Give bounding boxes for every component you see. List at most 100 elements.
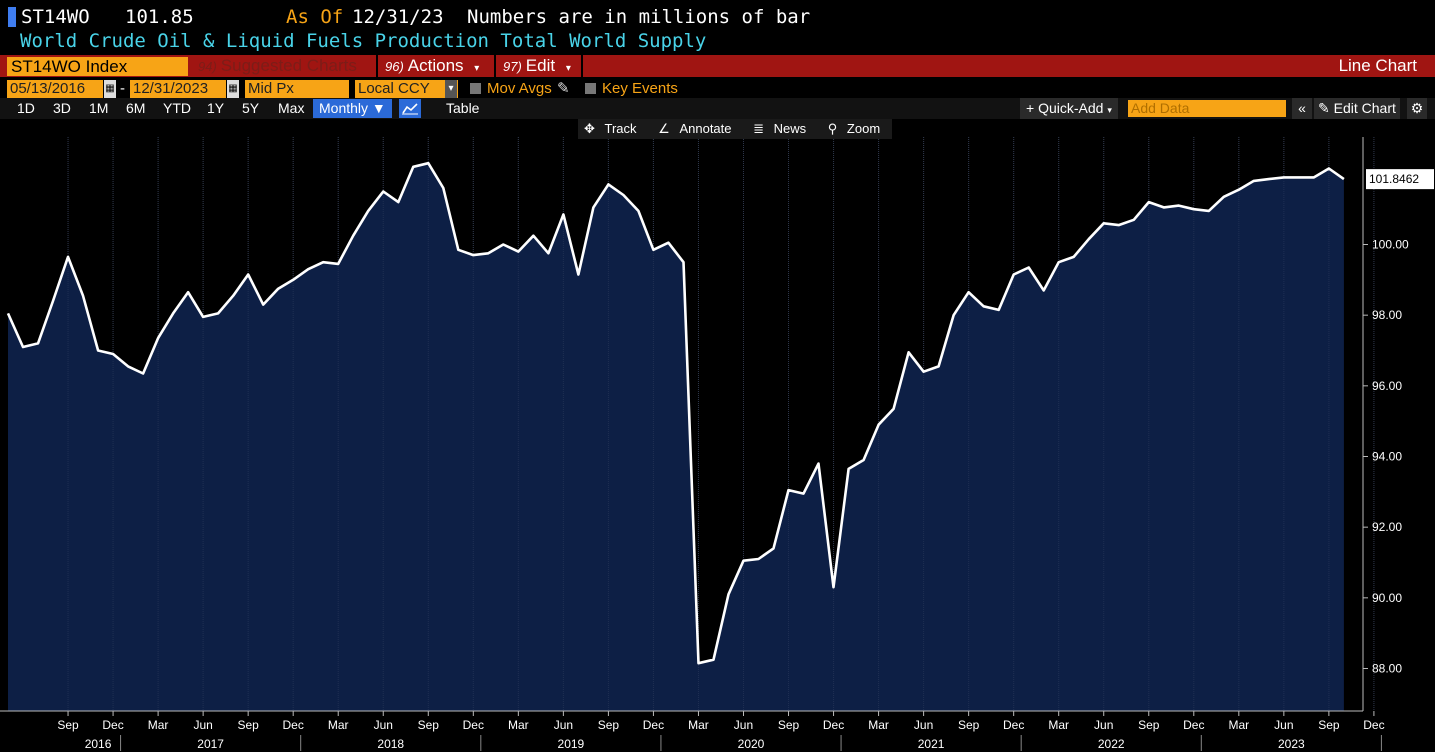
news-tool[interactable]: ≣ News	[753, 121, 807, 136]
news-label: News	[773, 121, 807, 136]
x-year-label: 2020	[738, 737, 765, 751]
x-tick-label: Mar	[328, 718, 349, 732]
ticker-symbol: ST14WO	[21, 6, 90, 28]
suggested-charts-button[interactable]: 94) Suggested Charts	[198, 55, 357, 77]
actions-menu-button[interactable]: 96) Actions ▾	[385, 55, 479, 77]
edit-number: 97)	[503, 59, 522, 74]
x-tick-label: Dec	[1363, 718, 1384, 732]
x-tick-label: Mar	[148, 718, 169, 732]
x-tick-label: Sep	[778, 718, 800, 732]
x-year-label: 2018	[377, 737, 404, 751]
x-tick-label: Sep	[598, 718, 620, 732]
divider	[376, 55, 378, 77]
period-6m[interactable]: 6M	[126, 100, 146, 116]
chevron-down-icon: ▾	[474, 63, 480, 74]
start-date-input[interactable]: 05/13/2016	[7, 80, 103, 98]
frequency-label: Monthly	[319, 100, 369, 116]
security-description: World Crude Oil & Liquid Fuels Productio…	[20, 30, 707, 52]
security-input[interactable]: ST14WO Index	[7, 57, 188, 76]
x-tick-label: Sep	[418, 718, 440, 732]
x-tick-label: Dec	[283, 718, 304, 732]
x-tick-label: Dec	[463, 718, 484, 732]
collapse-icon[interactable]: «	[1292, 98, 1312, 119]
period-1d[interactable]: 1D	[17, 100, 35, 116]
y-tick-label: 96.00	[1372, 379, 1402, 393]
suggested-charts-label: Suggested Charts	[220, 56, 357, 75]
units-note: Numbers are in millions of bar	[467, 6, 811, 28]
x-tick-label: Jun	[554, 718, 573, 732]
x-tick-label: Sep	[57, 718, 79, 732]
as-of-label: As Of	[286, 6, 344, 28]
series-line	[6, 161, 1345, 665]
annotate-label: Annotate	[679, 121, 732, 136]
quick-add-button[interactable]: + Quick-Add ▾	[1020, 98, 1118, 119]
x-year-label: 2023	[1278, 737, 1305, 751]
y-tick-label: 94.00	[1372, 450, 1402, 464]
period-max[interactable]: Max	[278, 100, 305, 116]
edit-menu-button[interactable]: 97) Edit ▾	[503, 55, 571, 77]
x-tick-label: Jun	[193, 718, 212, 732]
x-year-label: 2019	[558, 737, 585, 751]
period-5y[interactable]: 5Y	[242, 100, 260, 116]
period-1y[interactable]: 1Y	[207, 100, 225, 116]
chevron-down-icon[interactable]: ▾	[445, 80, 457, 98]
add-data-input[interactable]: Add Data	[1128, 100, 1286, 117]
x-tick-label: Mar	[868, 718, 889, 732]
chart-tools-bar: ✥ Track ∠ Annotate ≣ News ⚲ Zoom	[578, 119, 893, 139]
currency-select[interactable]: Local CCY	[355, 80, 458, 98]
zoom-tool[interactable]: ⚲ Zoom	[827, 121, 881, 136]
x-tick-label: Dec	[102, 718, 123, 732]
y-tick-label: 100.00	[1372, 238, 1409, 252]
pencil-icon[interactable]: ✎	[557, 80, 570, 97]
y-tick-label: 92.00	[1372, 520, 1402, 534]
frequency-select[interactable]: Monthly ▼	[313, 99, 392, 118]
table-view-button[interactable]: Table	[446, 100, 480, 116]
edit-chart-label: Edit Chart	[1333, 100, 1396, 116]
pencil-icon: ✎	[1318, 100, 1330, 116]
end-date-input[interactable]: 12/31/2023	[130, 80, 226, 98]
actions-number: 96)	[385, 59, 404, 74]
x-tick-label: Sep	[1318, 718, 1340, 732]
x-tick-label: Sep	[237, 718, 259, 732]
x-year-label: 2017	[197, 737, 224, 751]
annotate-tool[interactable]: ∠ Annotate	[658, 121, 732, 136]
period-1m[interactable]: 1M	[89, 100, 109, 116]
calendar-icon[interactable]: ▦	[227, 80, 239, 98]
chart-type-label: Line Chart	[1338, 56, 1417, 75]
x-tick-label: Mar	[1228, 718, 1249, 732]
y-tick-label: 90.00	[1372, 591, 1402, 605]
calendar-icon[interactable]: ▦	[104, 80, 116, 98]
edit-label: Edit	[525, 56, 556, 75]
x-tick-label: Sep	[1138, 718, 1160, 732]
period-3d[interactable]: 3D	[53, 100, 71, 116]
x-tick-label: Jun	[1274, 718, 1293, 732]
key-events-checkbox[interactable]	[585, 83, 596, 94]
period-toolbar: 1D 3D 1M 6M YTD 1Y 5Y Max Monthly ▼ Tabl…	[0, 98, 1435, 119]
track-tool[interactable]: ✥ Track	[584, 121, 637, 136]
price-field-select[interactable]: Mid Px	[245, 80, 349, 98]
mov-avgs-label: Mov Avgs	[487, 80, 552, 97]
chevron-down-icon: ▾	[565, 63, 571, 74]
actions-label: Actions	[407, 56, 464, 75]
line-chart-icon[interactable]	[399, 99, 421, 118]
x-tick-label: Dec	[1003, 718, 1024, 732]
chart-fields-row: 05/13/2016 ▦ - 12/31/2023 ▦ Mid Px Local…	[0, 79, 1435, 99]
divider	[581, 55, 583, 77]
plus-icon: +	[1026, 100, 1035, 116]
x-tick-label: Dec	[1183, 718, 1204, 732]
x-tick-label: Mar	[688, 718, 709, 732]
track-label: Track	[604, 121, 637, 136]
line-chart[interactable]: 88.00 90.00 92.00 94.00 96.00 98.00 100.00 101.…	[0, 119, 1435, 752]
edit-chart-button[interactable]: ✎ Edit Chart	[1314, 98, 1400, 119]
x-tick-label: Sep	[958, 718, 980, 732]
mov-avgs-checkbox[interactable]	[470, 83, 481, 94]
period-ytd[interactable]: YTD	[163, 100, 191, 116]
x-tick-label: Mar	[1048, 718, 1069, 732]
x-tick-label: Jun	[1094, 718, 1113, 732]
x-tick-label: Jun	[914, 718, 933, 732]
y-tick-label: 88.00	[1372, 662, 1402, 676]
caret-down-icon: ▼	[371, 100, 386, 116]
gear-icon[interactable]: ⚙	[1407, 98, 1427, 119]
security-marker	[8, 7, 16, 27]
x-year-label: 2021	[918, 737, 945, 751]
